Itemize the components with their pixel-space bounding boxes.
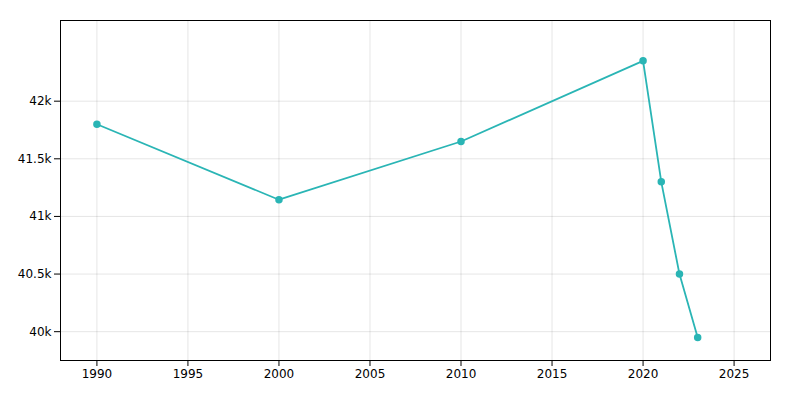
svg-text:41k: 41k: [29, 209, 51, 223]
svg-text:40.5k: 40.5k: [18, 267, 52, 281]
svg-text:2020: 2020: [628, 367, 659, 381]
svg-text:2015: 2015: [537, 367, 568, 381]
svg-text:42k: 42k: [29, 94, 51, 108]
svg-text:2000: 2000: [264, 367, 295, 381]
svg-text:2005: 2005: [355, 367, 386, 381]
svg-text:2010: 2010: [446, 367, 477, 381]
svg-text:1990: 1990: [82, 367, 113, 381]
svg-text:2025: 2025: [719, 367, 750, 381]
svg-text:1995: 1995: [173, 367, 204, 381]
svg-text:40k: 40k: [29, 325, 51, 339]
svg-text:41.5k: 41.5k: [18, 152, 52, 166]
